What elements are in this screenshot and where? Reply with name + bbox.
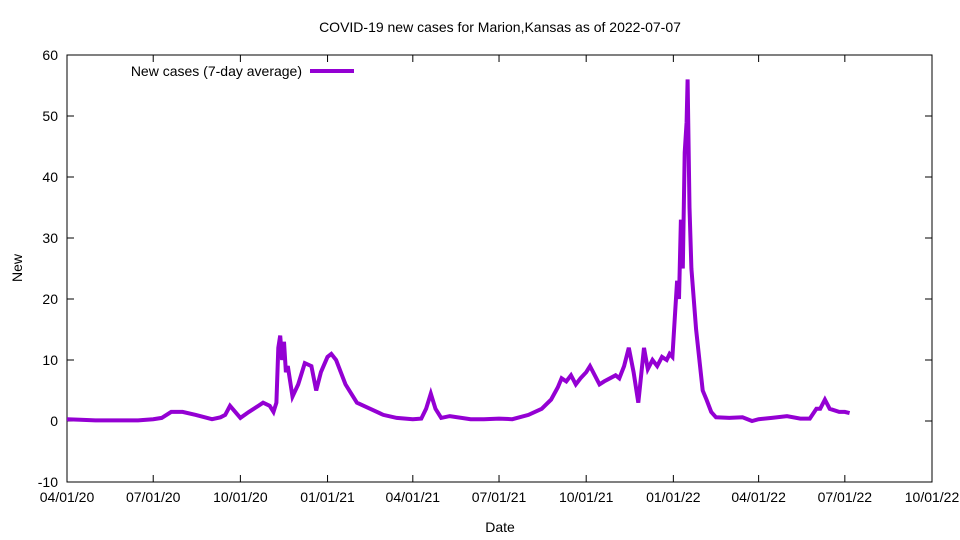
y-axis-label: New [9,253,25,282]
x-tick-label: 04/01/21 [386,489,441,505]
y-tick-label: 0 [50,413,58,429]
x-tick-label: 04/01/20 [40,489,95,505]
series-layer [66,79,851,424]
y-tick-label: 50 [42,108,58,124]
x-tick-label: 07/01/20 [126,489,181,505]
x-axis-label: Date [485,519,515,535]
x-tick-label: 10/01/22 [905,489,960,505]
x-tick-label: 07/01/22 [818,489,873,505]
x-tick-label: 07/01/21 [472,489,527,505]
y-tick-label: -10 [38,474,58,490]
x-axis: 04/01/20 07/01/20 10/01/20 01/01/21 04/01/21… [40,55,960,505]
x-tick-label: 01/01/21 [300,489,355,505]
x-tick-label: 01/01/22 [646,489,701,505]
series-line-0 [66,79,851,424]
y-tick-label: 10 [42,352,58,368]
y-tick-label: 40 [42,169,58,185]
y-axis: -10 0 10 20 30 40 50 60 [38,47,932,490]
legend-label: New cases (7-day average) [131,63,302,79]
chart-title: COVID-19 new cases for Marion,Kansas as … [319,19,681,35]
x-tick-label: 10/01/20 [213,489,268,505]
legend: New cases (7-day average) [131,63,354,79]
y-tick-label: 30 [42,230,58,246]
y-tick-label: 60 [42,47,58,63]
y-tick-label: 20 [42,291,58,307]
x-tick-label: 04/01/22 [731,489,786,505]
x-tick-label: 10/01/21 [559,489,614,505]
